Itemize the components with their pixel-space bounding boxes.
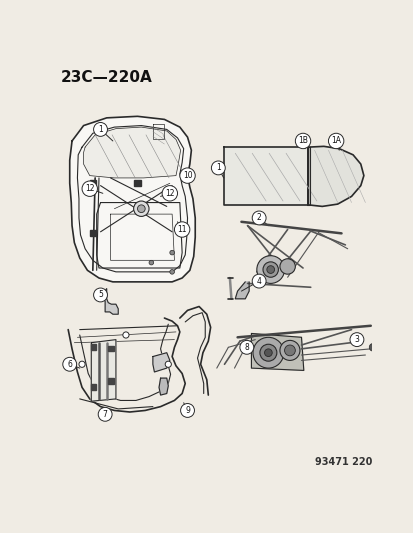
Circle shape bbox=[179, 168, 195, 183]
Circle shape bbox=[123, 332, 129, 338]
Circle shape bbox=[181, 171, 185, 175]
Circle shape bbox=[328, 133, 343, 149]
Bar bbox=[90, 180, 96, 187]
Text: 93471 220: 93471 220 bbox=[314, 457, 371, 467]
Polygon shape bbox=[235, 282, 249, 299]
Text: 3: 3 bbox=[354, 335, 358, 344]
Text: 9: 9 bbox=[185, 406, 190, 415]
Text: 12: 12 bbox=[165, 189, 174, 198]
Circle shape bbox=[165, 361, 171, 367]
Text: 7: 7 bbox=[102, 410, 107, 419]
Circle shape bbox=[368, 343, 376, 351]
Text: 2: 2 bbox=[256, 213, 261, 222]
Circle shape bbox=[211, 161, 225, 175]
Polygon shape bbox=[152, 353, 169, 372]
Circle shape bbox=[149, 260, 153, 265]
Polygon shape bbox=[223, 147, 308, 205]
Circle shape bbox=[63, 357, 76, 371]
Polygon shape bbox=[91, 340, 116, 401]
Circle shape bbox=[284, 345, 294, 356]
Circle shape bbox=[133, 201, 149, 216]
Text: 1B: 1B bbox=[297, 136, 307, 146]
Text: 8: 8 bbox=[244, 343, 249, 352]
Text: 23C—220A: 23C—220A bbox=[60, 70, 152, 85]
Polygon shape bbox=[251, 334, 303, 370]
Bar bbox=[108, 378, 113, 384]
Text: 1A: 1A bbox=[330, 136, 340, 146]
Polygon shape bbox=[102, 289, 118, 314]
Text: 4: 4 bbox=[256, 277, 261, 286]
Circle shape bbox=[266, 265, 274, 273]
Bar bbox=[90, 344, 96, 350]
Text: 12: 12 bbox=[85, 184, 94, 193]
Circle shape bbox=[256, 256, 284, 284]
Circle shape bbox=[259, 344, 276, 361]
Circle shape bbox=[252, 211, 266, 225]
Polygon shape bbox=[308, 147, 363, 206]
Circle shape bbox=[279, 259, 294, 274]
Text: 5: 5 bbox=[98, 290, 103, 300]
Text: 11: 11 bbox=[177, 225, 186, 234]
Circle shape bbox=[252, 274, 266, 288]
Circle shape bbox=[180, 403, 194, 417]
Text: 1: 1 bbox=[216, 164, 220, 172]
Polygon shape bbox=[159, 378, 168, 395]
Polygon shape bbox=[83, 127, 180, 178]
Circle shape bbox=[349, 333, 363, 346]
Circle shape bbox=[169, 270, 174, 274]
Circle shape bbox=[279, 341, 299, 360]
Polygon shape bbox=[69, 116, 195, 282]
Text: 10: 10 bbox=[182, 171, 192, 180]
Circle shape bbox=[93, 123, 107, 136]
Bar bbox=[108, 346, 113, 351]
Circle shape bbox=[239, 341, 253, 354]
Bar bbox=[134, 180, 140, 187]
Bar bbox=[90, 384, 96, 390]
Circle shape bbox=[98, 407, 112, 421]
Circle shape bbox=[79, 361, 85, 367]
Circle shape bbox=[169, 251, 174, 255]
Circle shape bbox=[93, 288, 107, 302]
Circle shape bbox=[137, 205, 145, 213]
Circle shape bbox=[174, 222, 190, 237]
Circle shape bbox=[262, 262, 278, 277]
Circle shape bbox=[252, 337, 283, 368]
Text: 1: 1 bbox=[98, 125, 103, 134]
Circle shape bbox=[294, 133, 310, 149]
Circle shape bbox=[82, 181, 97, 196]
Circle shape bbox=[162, 185, 177, 201]
Bar bbox=[90, 230, 96, 237]
Text: 6: 6 bbox=[67, 360, 72, 369]
Circle shape bbox=[264, 349, 272, 357]
